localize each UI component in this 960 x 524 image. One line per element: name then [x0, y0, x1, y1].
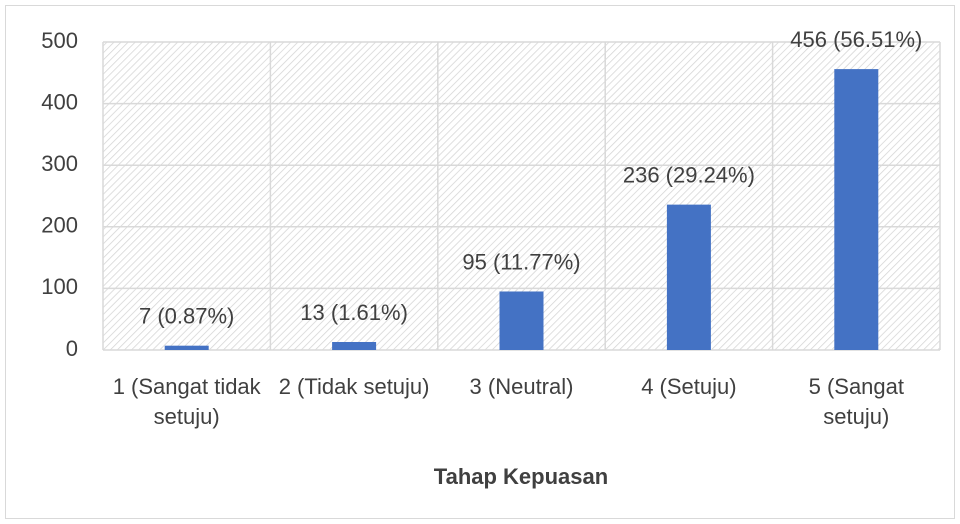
data-label: 236 (29.24%)	[623, 162, 755, 187]
bar	[666, 204, 711, 350]
y-tick-label: 300	[41, 151, 78, 176]
y-tick-label: 100	[41, 274, 78, 299]
y-tick-label: 500	[41, 28, 78, 53]
x-tick-label: 5 (Sangat setuju)	[808, 374, 904, 429]
x-tick-label: 1 (Sangat tidak setuju)	[112, 374, 261, 429]
y-tick-label: 0	[66, 336, 78, 361]
x-tick-label: 2 (Tidak setuju)	[278, 374, 430, 399]
data-label: 456 (56.51%)	[790, 27, 922, 52]
x-tick-label: 4 (Setuju)	[641, 374, 737, 399]
x-tick-label: 3 (Neutral)	[469, 374, 574, 399]
bar	[834, 69, 879, 350]
y-tick-label: 400	[41, 89, 78, 114]
data-label: 7 (0.87%)	[139, 304, 234, 329]
x-axis-title: Tahap Kepuasan	[434, 464, 608, 489]
bar	[499, 291, 544, 350]
bar	[164, 345, 209, 350]
data-label: 95 (11.77%)	[462, 249, 580, 274]
bar	[332, 341, 377, 350]
data-label: 13 (1.61%)	[300, 300, 408, 325]
y-tick-label: 200	[41, 213, 78, 238]
